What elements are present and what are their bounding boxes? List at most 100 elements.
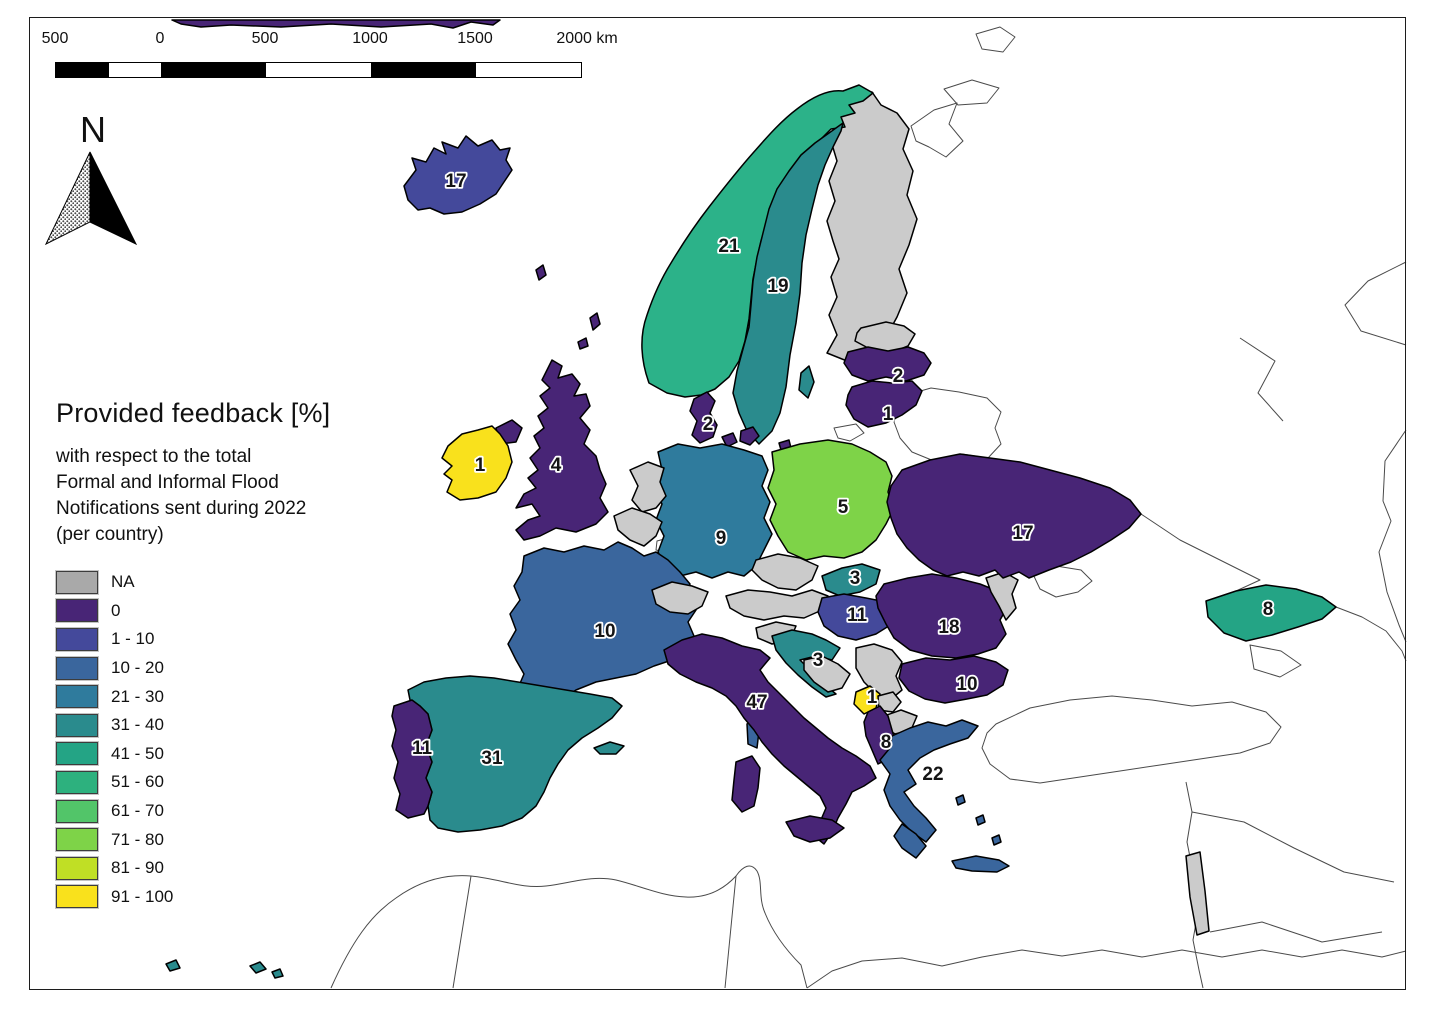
- legend-row-0: 0: [56, 597, 173, 626]
- scale-tick: 0: [155, 30, 165, 47]
- legend-row-31-40: 31 - 40: [56, 711, 173, 740]
- value-label-portugal: 11: [412, 738, 433, 759]
- turkey: [981, 695, 1282, 784]
- legend-row-1-10: 1 - 10: [56, 625, 173, 654]
- country-serbia: [855, 643, 903, 701]
- legend-swatch: [56, 856, 98, 880]
- map-title: Provided feedback [%]: [56, 398, 331, 428]
- country-bulgaria: [898, 655, 1009, 704]
- value-label-ukraine: 17: [1012, 523, 1033, 544]
- legend-swatch: [56, 799, 98, 823]
- value-label-iceland: 17: [445, 171, 466, 192]
- legend-row-91-100: 91 - 100: [56, 883, 173, 912]
- country-netherlands: [629, 461, 667, 513]
- country-sweden: [732, 122, 844, 445]
- legend: NA 0 1 - 10 10 - 20 21 - 30 31 - 40 41 - 50 51 …: [56, 568, 173, 911]
- country-austria: [725, 589, 829, 621]
- value-label-romania: 18: [938, 617, 959, 638]
- value-label-hungary: 11: [847, 605, 868, 626]
- scale-bar-segments: [55, 62, 582, 78]
- legend-swatch: [56, 599, 98, 623]
- island-canary-1: [165, 959, 181, 972]
- legend-label: 31 - 40: [111, 715, 164, 735]
- country-lithuania: [845, 380, 923, 428]
- north-arrow-label: N: [80, 109, 106, 150]
- country-belgium: [613, 507, 663, 547]
- value-label-france: 10: [594, 621, 615, 642]
- value-label-norway: 21: [718, 236, 740, 257]
- island-aegean-2: [975, 814, 986, 826]
- legend-label: 71 - 80: [111, 829, 164, 849]
- black-sea-east-coast: [1140, 513, 1261, 592]
- legend-label: 1 - 10: [111, 629, 155, 649]
- morocco-algeria-border: [452, 875, 472, 989]
- north-arrow-icon: [44, 151, 138, 246]
- algeria-tunisia-border: [724, 875, 737, 989]
- value-label-italy: 47: [746, 692, 767, 713]
- caspian-coast: [1378, 429, 1407, 643]
- azerbaijan-border: [1335, 606, 1407, 662]
- country-svalbard: [171, 19, 501, 29]
- africa-coast-east: [806, 949, 1407, 989]
- legend-row-10-20: 10 - 20: [56, 654, 173, 683]
- legend-swatch: [56, 828, 98, 852]
- syria-iraq-border: [1191, 811, 1395, 883]
- value-label-slovakia: 3: [850, 568, 861, 589]
- value-label-montenegro: 1: [867, 687, 878, 708]
- scale-tick: 1000: [352, 30, 388, 47]
- novaya-zemlya-south: [943, 79, 1000, 106]
- country-portugal: [391, 699, 433, 819]
- value-label-georgia: 8: [1263, 599, 1274, 620]
- russia-border-line: [1344, 261, 1407, 346]
- country-georgia: [1205, 584, 1337, 642]
- legend-swatch: [56, 627, 98, 651]
- value-label-bulgaria: 10: [956, 674, 977, 695]
- island-baleares: [593, 741, 625, 755]
- country-czechia: [751, 553, 819, 591]
- legend-swatch: [56, 742, 98, 766]
- legend-label: 81 - 90: [111, 858, 164, 878]
- scale-bar-ticks: 500 0 500 1000 1500 2000 km: [42, 30, 618, 54]
- choropleth-countries: [165, 19, 1337, 979]
- island-faroe: [535, 264, 547, 281]
- country-france: [507, 541, 697, 707]
- country-ireland: [441, 425, 513, 501]
- island-sardinia: [731, 755, 761, 813]
- map-subtitle: with respect to the total Formal and Inf…: [56, 444, 386, 548]
- russia-interior-line: [1239, 337, 1284, 422]
- legend-label: 61 - 70: [111, 801, 164, 821]
- country-italy: [663, 633, 877, 845]
- country-spain: [407, 675, 623, 833]
- title-block: Provided feedback [%] with respect to th…: [56, 398, 386, 548]
- subtitle-line: Notifications sent during 2022: [56, 498, 307, 519]
- country-israel: [1185, 851, 1210, 936]
- island-gotland: [798, 365, 815, 399]
- island-shetland: [589, 312, 601, 331]
- legend-swatch: [56, 885, 98, 909]
- legend-label: 51 - 60: [111, 772, 164, 792]
- country-romania: [875, 573, 1009, 659]
- subtitle-line: Formal and Informal Flood: [56, 472, 279, 493]
- legend-label: 0: [111, 600, 121, 620]
- value-label-germany: 9: [716, 528, 727, 549]
- value-label-denmark: 2: [703, 414, 714, 435]
- island-aegean-1: [955, 794, 966, 806]
- legend-row-NA: NA: [56, 568, 173, 597]
- scale-bar: 500 0 500 1000 1500 2000 km: [42, 30, 618, 78]
- value-label-lithuania: 1: [883, 404, 894, 425]
- kaliningrad: [833, 423, 865, 442]
- legend-label: 91 - 100: [111, 886, 174, 906]
- country-greece: [879, 719, 979, 843]
- island-canary-3: [271, 968, 284, 979]
- country-iceland: [403, 135, 513, 215]
- background-coastlines: [330, 26, 1407, 989]
- legend-label: 10 - 20: [111, 658, 164, 678]
- value-label-poland: 5: [838, 497, 849, 518]
- legend-row-61-70: 61 - 70: [56, 797, 173, 826]
- value-label-ireland: 1: [475, 455, 486, 476]
- scale-tick: 500: [251, 30, 279, 47]
- island-sicily: [785, 815, 845, 843]
- subtitle-line: with respect to the total: [56, 446, 252, 467]
